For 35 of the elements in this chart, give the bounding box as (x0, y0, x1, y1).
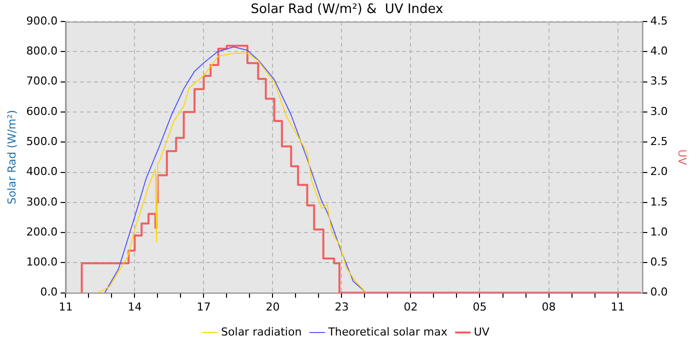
y2-axis-title: UV (676, 149, 689, 166)
legend-label: UV (474, 325, 490, 338)
y-tick-label: 100.0 (26, 256, 58, 269)
x-tick-label: 05 (472, 300, 487, 314)
x-tick-label: 17 (196, 300, 211, 314)
legend-label: Solar radiation (221, 325, 302, 338)
y-tick-label: 700.0 (26, 74, 58, 88)
legend-label: Theoretical solar max (327, 325, 448, 338)
x-tick-label: 11 (610, 300, 625, 314)
y-tick-label: 800.0 (26, 44, 58, 58)
y2-tick-label: 4.5 (650, 14, 668, 28)
y2-tick-label: 0.0 (650, 286, 668, 299)
x-tick-label: 08 (542, 300, 556, 314)
y-tick-label: 300.0 (26, 195, 58, 208)
y2-tick-label: 0.5 (650, 256, 668, 269)
y2-tick-label: 1.5 (650, 195, 668, 208)
y2-tick-label: 3.5 (650, 74, 668, 88)
y2-tick-label: 3.0 (650, 104, 668, 118)
x-tick-label: 23 (334, 300, 349, 314)
y2-tick-label: 2.5 (650, 134, 668, 148)
y-tick-label: 500.0 (26, 134, 58, 148)
y-tick-label: 900.0 (26, 14, 58, 28)
chart-title: Solar Rad (W/m²) & UV Index (250, 2, 444, 18)
x-tick-label: 02 (404, 300, 418, 314)
y-tick-label: 400.0 (26, 165, 58, 178)
y2-tick-label: 1.0 (650, 225, 668, 238)
y2-tick-label: 2.0 (650, 165, 668, 178)
x-tick-label: 11 (58, 300, 73, 314)
y-tick-label: 0.0 (40, 286, 58, 299)
y-tick-label: 600.0 (26, 104, 58, 118)
x-tick-label: 20 (266, 300, 280, 314)
y2-tick-label: 4.0 (650, 44, 668, 58)
y-axis-title: Solar Rad (W/m²) (5, 110, 18, 204)
x-tick-label: 14 (128, 300, 142, 314)
y-tick-label: 200.0 (26, 225, 58, 238)
